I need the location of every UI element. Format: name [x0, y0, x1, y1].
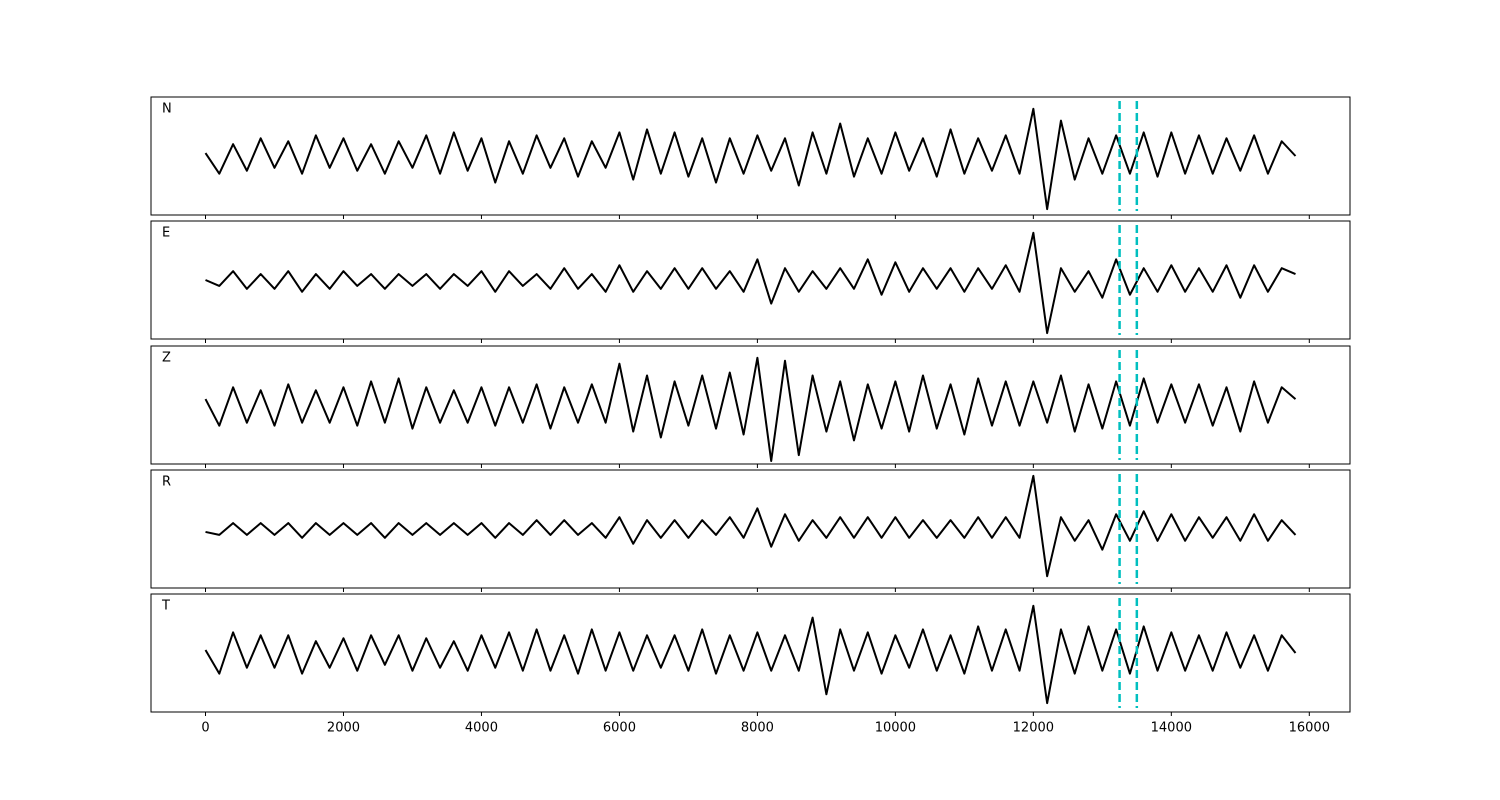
x-tick-label: 14000: [1151, 721, 1192, 736]
panel-frame: [150, 593, 1351, 713]
trace: [204, 356, 1297, 463]
panel-frame: [150, 220, 1351, 340]
panel-label: T: [161, 599, 170, 614]
panel-frame: [150, 96, 1351, 216]
panel-label: N: [162, 102, 172, 117]
trace: [205, 474, 1297, 578]
x-tick-label: 0: [201, 721, 209, 736]
x-tick-label: 4000: [465, 721, 498, 736]
trace: [205, 231, 1296, 335]
trace: [204, 107, 1297, 211]
x-tick-label: 16000: [1289, 721, 1330, 736]
trace: [204, 604, 1297, 705]
panel-label: Z: [162, 351, 171, 366]
x-tick-label: 8000: [741, 721, 774, 736]
x-tick-label: 10000: [875, 721, 916, 736]
panel-frame: [150, 469, 1351, 589]
panel-frame: [150, 345, 1351, 465]
x-tick-label: 6000: [603, 721, 636, 736]
x-tick-label: 12000: [1013, 721, 1054, 736]
panel-label: R: [162, 475, 171, 490]
x-tick-label: 2000: [327, 721, 360, 736]
panel-label: E: [162, 226, 170, 241]
